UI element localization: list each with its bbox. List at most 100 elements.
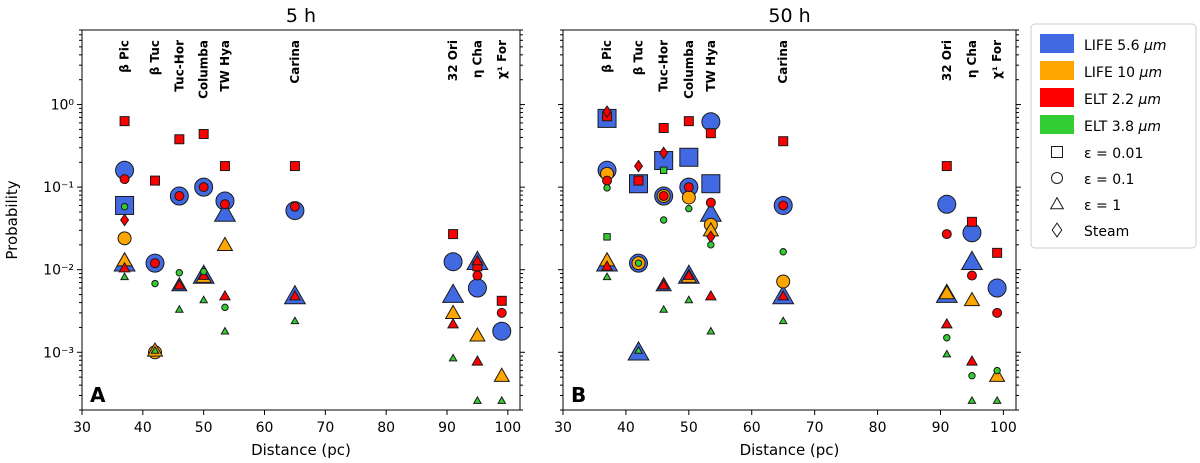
group-label: Tuc-Hor [657,40,671,92]
data-point [701,112,721,132]
legend-swatch [1040,115,1074,134]
x-tick-label: 30 [554,420,572,436]
data-point [776,274,791,289]
data-point [778,316,788,325]
data-point [942,349,952,358]
data-point [492,321,512,341]
group-label: Tuc-Hor [172,40,186,92]
data-point [174,191,185,202]
data-point [682,269,695,280]
data-point [199,267,208,276]
data-point [120,272,130,281]
x-tick-label: 70 [316,420,334,436]
data-point [943,334,951,342]
x-tick-label: 50 [680,420,698,436]
data-point [290,316,300,325]
data-point [960,250,984,270]
x-tick-label: 50 [195,420,213,436]
data-point [471,254,484,266]
data-point [779,248,787,256]
data-point [706,326,716,335]
data-point [966,270,977,281]
data-point [683,116,694,127]
data-point [681,190,696,205]
data-point [941,161,952,172]
y-tick-label: 10⁻¹ [43,180,74,196]
data-point [198,129,209,140]
data-point [701,174,721,194]
data-point [220,326,230,335]
group-label: Carina [776,40,790,84]
group-label: χ¹ For [495,40,509,79]
x-tick-label: 30 [73,420,91,436]
legend-box [1030,23,1197,249]
data-point [938,284,956,300]
data-point [441,283,465,303]
group-label: η Cha [470,40,484,78]
data-point [601,260,614,271]
x-tick-label: 80 [869,420,887,436]
legend-label: LIFE 10 μm [1084,65,1162,81]
data-point [659,216,668,224]
data-point [288,289,301,301]
group-label: 32 Ori [446,40,460,81]
data-point [603,184,611,192]
data-point [493,367,511,382]
data-point [497,395,507,404]
legend-swatch [1040,61,1074,80]
group-label: 32 Ori [940,40,954,81]
x-axis-label: Distance (pc) [251,441,351,459]
y-tick-label: 10⁰ [51,98,75,114]
legend-marker [1051,146,1063,158]
data-point [151,279,159,288]
group-label: TW Hya [704,40,718,92]
group-label: Columba [197,40,211,99]
data-point [117,231,132,246]
data-point [963,291,981,307]
legend-label: ELT 3.8 μm [1084,119,1161,135]
x-tick-label: 70 [806,420,824,436]
data-point [221,303,229,312]
data-point [150,175,160,186]
data-point [289,161,300,172]
plot-frame [81,29,521,411]
data-point [683,182,694,193]
data-point [173,278,186,290]
data-point [988,367,1006,382]
data-point [472,395,482,404]
x-tick-label: 100 [990,420,1017,436]
data-point [198,182,209,193]
data-point [657,278,670,290]
data-point [778,200,789,211]
data-point [966,216,977,227]
data-point [119,174,130,185]
legend-label: ε = 0.1 [1084,172,1134,188]
data-point [447,317,460,329]
x-axis-label: Distance (pc) [740,441,840,459]
panel-title: 5 h [286,5,316,27]
group-label: β Tuc [148,40,162,75]
legend: LIFE 5.6 μm LIFE 10 μm ELT 2.2 μm ELT 3.8 μ… [1030,23,1197,249]
data-point [704,289,717,301]
data-point [659,146,669,160]
data-point [633,175,644,186]
data-point [940,317,953,329]
group-label: χ¹ For [990,40,1004,79]
data-point [987,278,1007,298]
x-tick-label: 100 [494,420,521,436]
legend-marker [1051,222,1063,238]
y-tick-label: 10⁻³ [43,345,74,361]
group-label: Carina [288,40,302,84]
data-point [777,289,790,301]
data-point [219,161,230,172]
data-point [469,326,486,342]
data-point [707,241,715,249]
x-tick-label: 60 [256,420,274,436]
data-point [658,191,669,202]
panel-b: 50 h B 30 40 50 60 70 80 90 100 Distance (pc) β Pic… [554,5,1021,459]
y-tick-label: 10⁻² [43,263,74,279]
data-point [289,201,300,212]
data-point [659,304,669,313]
data-point [685,204,693,213]
